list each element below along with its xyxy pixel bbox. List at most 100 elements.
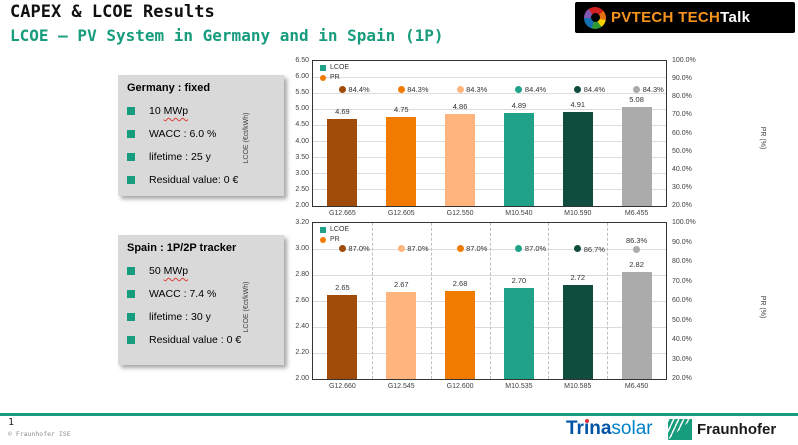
y2-axis-tick-label: 80.0% (672, 258, 692, 265)
pr-value-label: 84.3% (407, 85, 429, 95)
y2-axis-tick-label: 90.0% (672, 75, 692, 83)
lcoe-bar (327, 294, 358, 379)
x-axis-category-label: G12.605 (387, 210, 415, 217)
y2-axis-tick-label: 100.0% (672, 219, 696, 226)
pr-marker-dot (515, 85, 523, 93)
lcoe-bar (503, 112, 534, 206)
legend-entry: LCOE (320, 226, 349, 233)
lcoe-bar (562, 112, 593, 206)
y-axis-tick-label: 6.00 (295, 73, 309, 81)
page-title: CAPEX & LCOE Results (10, 2, 215, 22)
legend-circle-icon (320, 236, 326, 243)
footer-accent-bar (0, 413, 798, 416)
y-axis-tick-label: 6.50 (295, 57, 309, 64)
y2-axis-tick-label: 60.0% (672, 129, 692, 137)
pr-value-label: 87.0% (466, 244, 488, 254)
info-item-text: WACC : 6.0 % (149, 128, 217, 140)
lcoe-bar (445, 113, 476, 206)
y2-axis-tick-label: 40.0% (672, 336, 692, 343)
lcoe-bar (386, 117, 417, 206)
y-axis-tick-label: 2.20 (295, 349, 309, 356)
x-axis-category-label: M6.455 (624, 210, 649, 217)
y2-axis-tick-label: 20.0% (672, 202, 692, 209)
info-item: 50 MWp (127, 265, 275, 277)
y-axis-tick-label: 2.60 (295, 297, 309, 304)
x-axis-category-label: M10.535 (505, 383, 533, 390)
gridline (313, 108, 666, 110)
pr-marker-dot (574, 85, 582, 93)
y-axis-tick-label: 5.50 (295, 89, 309, 97)
x-axis-category-label: G12.665 (328, 210, 356, 217)
y-axis-tick-label: 3.00 (295, 169, 309, 177)
pr-value-label: 84.4% (583, 85, 606, 95)
info-item: Residual value : 0 € (127, 334, 275, 346)
gridline (313, 173, 666, 175)
trinasolar-logo: Trı nasolar (566, 418, 653, 439)
fraunhofer-logo: Fraunhofer (668, 419, 776, 440)
bullet-square-icon (127, 267, 135, 275)
info-item: WACC : 6.0 % (127, 128, 275, 140)
pr-marker-dot (456, 244, 464, 252)
legend-circle-icon (320, 74, 326, 81)
chart-legend: LCOE PR (320, 226, 349, 246)
pr-value-label: 86.3% (625, 235, 648, 245)
page-number: 1 (8, 417, 15, 428)
spain-box-title: Spain : 1P/2P tracker (127, 242, 237, 254)
legend-entry: PR (320, 236, 349, 243)
legend-square-icon (320, 64, 326, 71)
legend-label: PR (330, 236, 340, 243)
y-axis-tick-label: 3.50 (295, 153, 309, 161)
info-item-text: WACC : 7.4 % (149, 288, 217, 300)
y2-axis-tick-label: 20.0% (672, 375, 692, 382)
y2-axis-tick-label: 90.0% (672, 238, 692, 246)
bar-value-label: 4.89 (511, 100, 527, 110)
pr-marker-dot (338, 85, 346, 93)
x-axis-category-label: G12.550 (446, 210, 474, 217)
pr-marker-dot (338, 244, 346, 252)
gridline (313, 92, 666, 94)
y2-axis-tick-label: 40.0% (672, 165, 692, 173)
lcoe-bar (503, 288, 534, 379)
x-axis-category-label: G12.600 (446, 383, 474, 390)
dashed-vertical-gridline (607, 223, 609, 379)
lcoe-bar (562, 285, 593, 379)
pr-value-label: 86.7% (583, 244, 606, 254)
x-axis-category-label: M10.540 (505, 210, 533, 217)
y-axis-tick-label: 2.00 (295, 375, 309, 382)
lcoe-bar (621, 106, 652, 206)
pr-marker-dot (397, 85, 405, 93)
y2-axis-tick-label: 80.0% (672, 93, 692, 101)
info-item: 10 MWp (127, 105, 275, 117)
chart-legend: LCOE PR (320, 64, 349, 84)
bar-value-label: 2.82 (629, 260, 644, 270)
y2-axis-tick-label: 30.0% (672, 183, 692, 191)
germany-box-items: 10 MWp WACC : 6.0 % lifetime : 25 y Residua… (127, 105, 275, 186)
slide-subtitle: LCOE – PV System in Germany and in Spain… (10, 26, 444, 45)
pvtech-techtalk-logo: PVTECH TECHTalk (575, 2, 795, 33)
y2-axis-tick-label: 70.0% (672, 277, 692, 285)
info-item-text: 50 MWp (149, 265, 189, 277)
germany-lcoe-chart: 6.50 6.00 5.50 5.00 4.50 4.00 3.50 3.00 2.50 2.00… (243, 55, 766, 220)
pr-marker-dot (456, 85, 464, 93)
bar-value-label: 2.68 (452, 278, 468, 288)
germany-parameters-box: Germany : fixed 10 MWp WACC : 6.0 % lifeti… (118, 75, 284, 196)
pr-marker-dot (633, 246, 641, 254)
y2-axis-tick-label: 100.0% (672, 57, 696, 64)
pr-marker-dot (574, 245, 582, 253)
germany-chart-y2-axis-title: PR (%) (759, 126, 766, 149)
pr-value-label: 84.3% (642, 85, 664, 95)
bar-value-label: 4.86 (452, 101, 468, 111)
info-item-text: 10 MWp (149, 105, 189, 117)
bullet-square-icon (127, 176, 135, 184)
bar-value-label: 4.91 (570, 100, 586, 110)
y2-axis-tick-label: 70.0% (672, 111, 692, 119)
info-item: WACC : 7.4 % (127, 288, 275, 300)
y-axis-tick-label: 2.50 (295, 185, 309, 193)
info-item: lifetime : 30 y (127, 311, 275, 323)
info-item: Residual value: 0 € (127, 174, 275, 186)
bullet-square-icon (127, 130, 135, 138)
gridline (313, 189, 666, 191)
gridline (313, 141, 666, 143)
y2-axis-tick-label: 50.0% (672, 147, 692, 155)
germany-chart-y-axis-title: LCOE (€ct/kWh) (243, 112, 250, 163)
